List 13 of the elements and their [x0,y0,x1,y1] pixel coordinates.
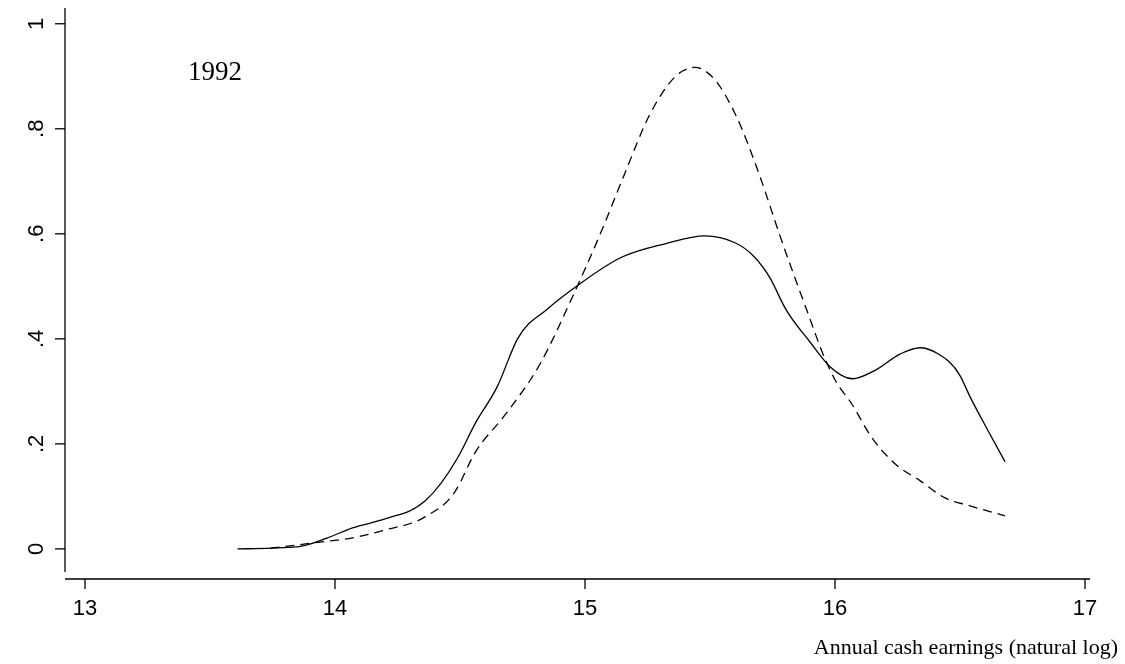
x-tick-label: 15 [572,595,598,620]
y-tick-label: .6 [23,224,48,243]
x-tick-label: 16 [822,595,848,620]
y-tick-label: 1 [23,17,48,30]
x-tick-label: 17 [1072,595,1098,620]
y-tick-label: .8 [23,119,48,138]
x-axis-title: Annual cash earnings (natural log) [813,634,1118,659]
y-tick-label: .2 [23,434,48,454]
y-tick-label: .4 [23,329,48,349]
x-tick-label: 13 [72,595,98,620]
text: 1992 [188,56,242,86]
y-tick-label: 0 [23,542,48,556]
x-tick-label: 14 [322,595,348,620]
